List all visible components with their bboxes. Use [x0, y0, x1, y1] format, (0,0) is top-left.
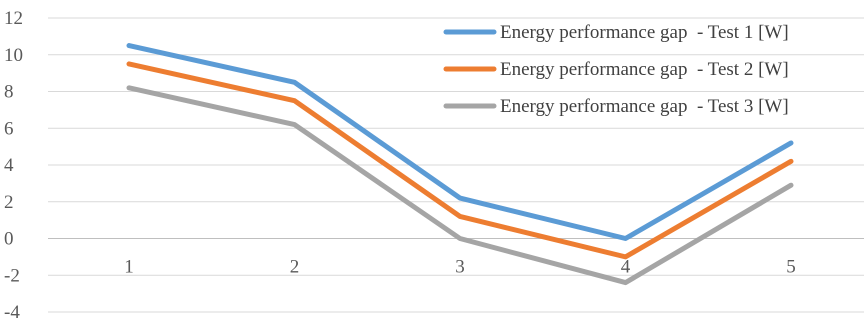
legend-label-test-1: Energy performance gap - Test 1 [W]: [500, 22, 789, 43]
y-tick-label: 8: [4, 82, 14, 103]
y-tick-label: -4: [4, 302, 20, 322]
legend: Energy performance gap - Test 1 [W] Energ…: [443, 22, 789, 117]
y-tick-label: 0: [4, 229, 14, 250]
x-tick-label: 5: [786, 257, 796, 278]
y-axis-tick-labels: 12 10 8 6 4 2 0 -2 -4: [4, 8, 23, 322]
series-line-test-3: [126, 85, 794, 286]
x-tick-label: 3: [455, 257, 465, 278]
x-axis-tick-labels: 1 2 3 4 5: [124, 257, 796, 278]
y-tick-label: 6: [4, 118, 14, 139]
series-line-test-2: [126, 61, 794, 260]
legend-label-test-3: Energy performance gap - Test 3 [W]: [500, 96, 789, 117]
x-tick-label: 4: [621, 257, 631, 278]
y-tick-label: 2: [4, 192, 14, 213]
x-tick-label: 1: [124, 257, 134, 278]
y-tick-label: 10: [4, 45, 23, 66]
y-tick-label: 12: [4, 8, 23, 29]
series-lines: [126, 43, 794, 286]
y-tick-label: -2: [4, 265, 20, 286]
gridlines: [48, 17, 864, 313]
legend-label-test-2: Energy performance gap - Test 2 [W]: [500, 59, 789, 80]
y-tick-label: 4: [4, 155, 14, 176]
series-line-test-1: [126, 43, 794, 241]
x-tick-label: 2: [290, 257, 300, 278]
